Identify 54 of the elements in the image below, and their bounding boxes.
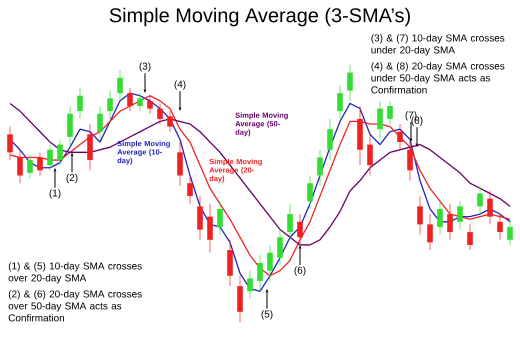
candlestick (207, 203, 213, 254)
candlestick (427, 214, 433, 250)
candlestick (177, 142, 183, 186)
candlestick (437, 200, 443, 236)
candlestick (497, 214, 503, 240)
candlestick (367, 134, 373, 176)
annotation: (4) (174, 80, 186, 90)
candlestick (347, 64, 353, 102)
candlestick (257, 254, 263, 292)
candlestick (107, 90, 113, 120)
text: (3) & (7) 10-day SMA crosses under 20-day SMA (371, 34, 504, 56)
annotation: (3) (140, 62, 150, 72)
candlestick (447, 203, 453, 240)
annotation: (4) & (8) 20-day SMA crosses under 50-day SMA acts as Confirmation (371, 62, 504, 94)
candlestick (137, 92, 143, 112)
candlestick (27, 154, 33, 178)
candlestick (117, 70, 123, 102)
candlestick (247, 270, 253, 300)
candlestick (217, 200, 223, 236)
candlestick (387, 100, 393, 124)
candlestick (467, 224, 473, 250)
candlestick (277, 229, 283, 266)
annotation: (1) (50, 189, 60, 199)
candlestick (17, 149, 23, 184)
candlestick (267, 244, 273, 282)
candlestick (57, 139, 63, 166)
candlestick (47, 144, 53, 171)
candlestick (77, 88, 83, 120)
candlestick (197, 196, 203, 240)
candlestick (157, 103, 163, 124)
candlestick (397, 124, 403, 150)
annotation: (6) (294, 266, 306, 276)
candlestick (377, 100, 383, 140)
annotation: (2) (66, 174, 78, 184)
candlestick (477, 185, 483, 214)
annotation: (5) (262, 310, 272, 320)
annotation: (1) & (5) 10-day SMA crosses over 20-day SMA (8, 262, 142, 284)
annotation: (2) & (6) 20-day SMA crosses over 50-day SMA acts as Confirmation (8, 290, 142, 322)
candlestick (327, 118, 333, 160)
candlestick (287, 203, 293, 240)
candlestick (457, 200, 463, 230)
candlestick (67, 106, 73, 145)
candlestick (507, 218, 513, 246)
candlestick (307, 175, 313, 210)
candlestick (297, 214, 303, 246)
candlestick (487, 190, 493, 225)
candlestick (37, 152, 43, 176)
candlestick (187, 175, 193, 204)
candlestick (167, 110, 173, 132)
chart-title: Simple Moving Average (3-SMA’s) (110, 8, 410, 26)
candlestick (417, 196, 423, 236)
candlestick (317, 149, 323, 186)
candlestick (97, 106, 103, 140)
candlestick (337, 85, 343, 120)
